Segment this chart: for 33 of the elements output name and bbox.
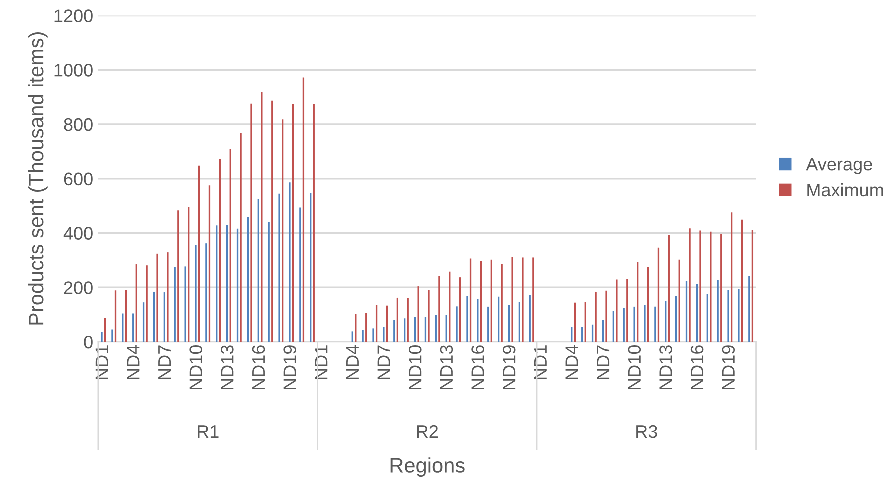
x-tick-label: ND10 [408,345,422,390]
x-tick-label: ND13 [221,346,234,390]
y-tick-label: 200 [64,282,93,294]
x-tick-label: ND19 [502,346,516,390]
x-axis-title: Regions [390,458,465,477]
y-tick-label: 800 [64,118,93,132]
x-tick-label: ND16 [252,346,266,390]
y-tick-label: 400 [64,227,93,240]
x-tick-label: ND7 [158,346,171,380]
x-tick-label: ND16 [472,346,484,390]
y-axis-title: Products sent (Thousand items) [28,32,48,325]
x-tick-label: ND7 [597,346,610,380]
y-tick-label: 1200 [54,10,93,22]
x-tick-label: ND4 [566,345,578,380]
x-tick-label: ND4 [346,345,359,380]
x-tick-label: ND19 [284,346,296,390]
x-tick-label: ND19 [722,346,736,390]
x-tick-label: ND13 [440,346,454,390]
x-tick-label: ND16 [690,346,704,390]
text: R2 [417,425,438,438]
x-tick-label: ND4 [127,345,140,380]
text: R1 [198,426,219,438]
x-tick-label: ND10 [190,345,202,390]
x-tick-label: ND1 [315,346,328,380]
x-tick-label: ND7 [378,346,390,380]
y-tick-label: 0 [84,336,93,349]
text: R3 [636,425,658,438]
x-tick-label: ND10 [628,345,642,390]
y-tick-label: 600 [64,172,93,186]
y-tick-label: 1000 [54,64,93,77]
legend-label: Average [806,158,872,174]
legend-label: Maximum [808,183,884,197]
x-tick-label: ND13 [660,346,672,390]
